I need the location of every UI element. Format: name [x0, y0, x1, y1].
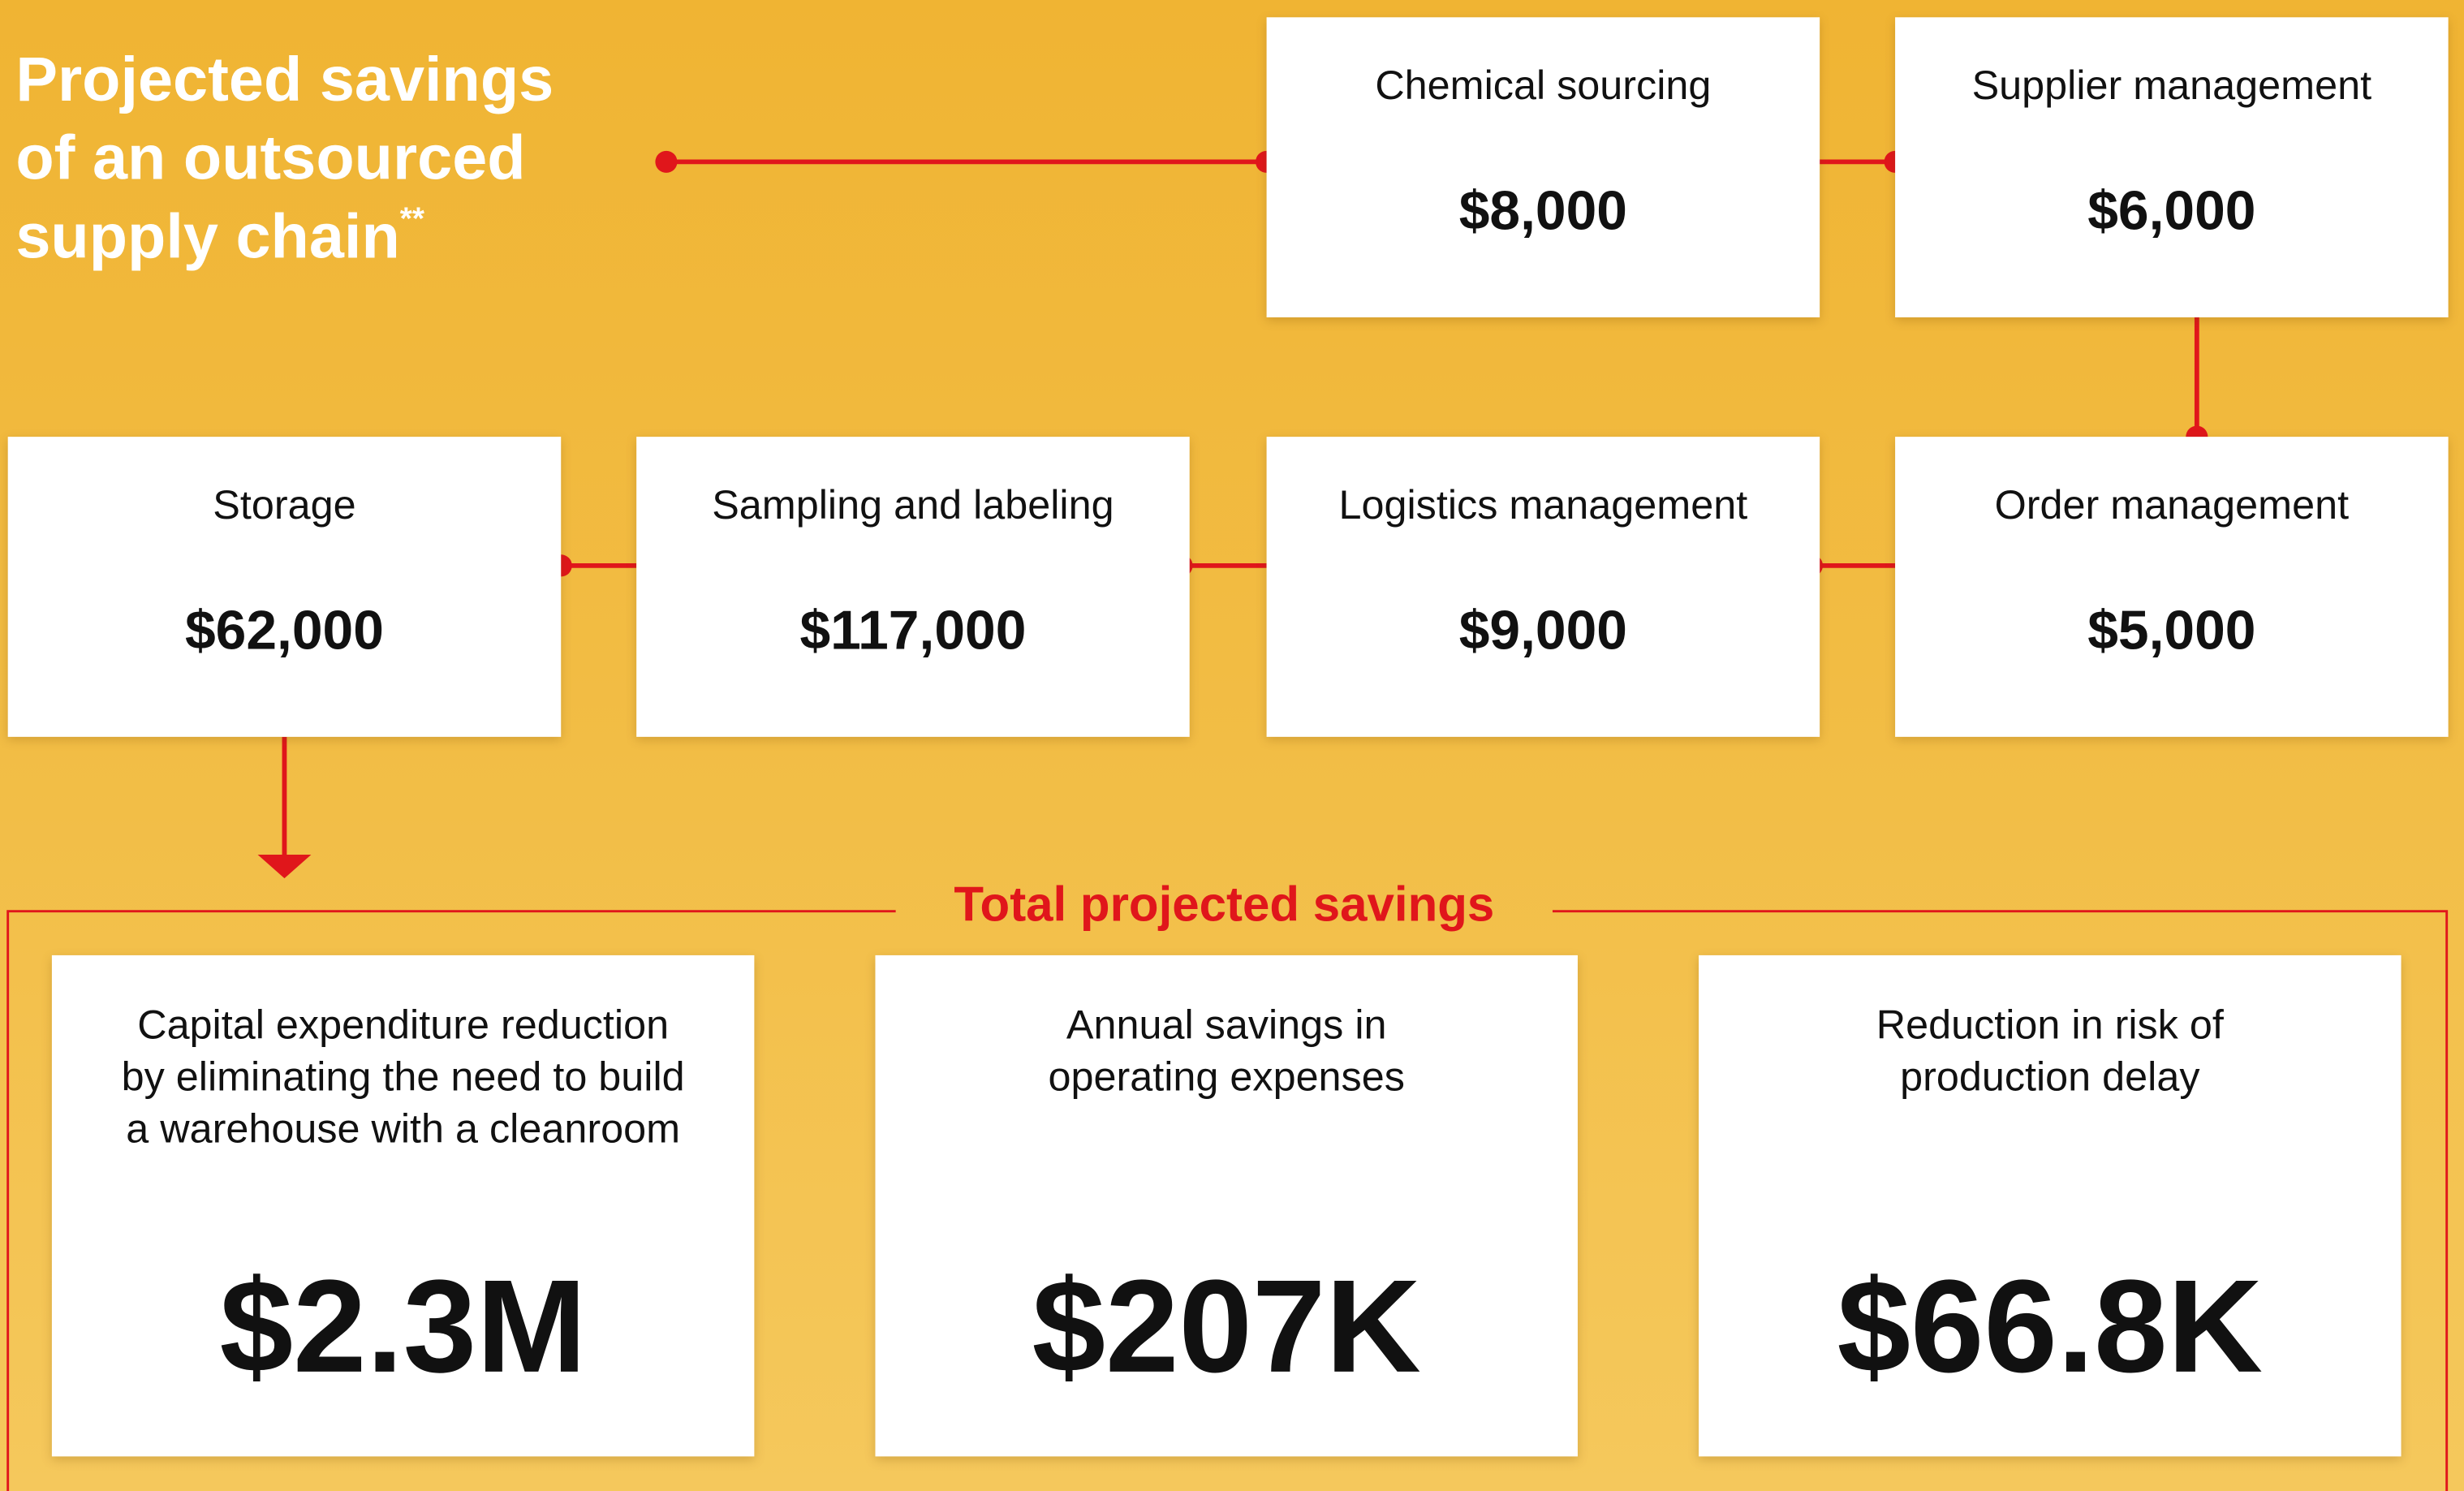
total-box: Capital expenditure reduction by elimina…	[51, 954, 755, 1457]
step-box: Sampling and labeling $117,000	[636, 437, 1190, 737]
total-box: Reduction in risk of production delay $6…	[1699, 954, 2402, 1457]
step-box: Storage $62,000	[7, 437, 562, 737]
total-value: $66.8K	[1837, 1252, 2264, 1400]
title-line: Projected savings	[15, 45, 554, 115]
total-label: Annual savings in operating expenses	[1048, 1001, 1405, 1101]
step-value: $9,000	[1458, 600, 1628, 661]
step-label: Logistics management	[1338, 480, 1748, 528]
total-value: $2.3M	[219, 1252, 587, 1400]
total-label: Capital expenditure reduction by elimina…	[121, 1001, 685, 1152]
title-line: supply chain**	[15, 198, 554, 277]
step-value: $117,000	[799, 600, 1027, 661]
total-value: $207K	[1032, 1252, 1421, 1400]
frame	[1552, 910, 2449, 1491]
step-box: Chemical sourcing $8,000	[1266, 17, 1820, 318]
step-label: Storage	[213, 480, 356, 528]
arrowhead	[257, 855, 312, 879]
total-box: Annual savings in operating expenses $20…	[875, 954, 1578, 1457]
step-value: $6,000	[2087, 180, 2256, 243]
title-note: **	[399, 202, 424, 238]
dot	[655, 150, 678, 173]
title: Projected savings of an outsourced suppl…	[15, 41, 554, 276]
step-box: Logistics management $9,000	[1266, 437, 1820, 737]
title-line: of an outsourced	[15, 123, 526, 194]
step-value: $8,000	[1458, 180, 1628, 243]
title-line-text: supply chain	[15, 202, 400, 272]
step-label: Sampling and labeling	[712, 480, 1114, 528]
total-label: Reduction in risk of production delay	[1876, 1001, 2224, 1101]
totals-title: Total projected savings	[954, 877, 1495, 932]
step-value: $62,000	[184, 600, 384, 661]
step-box: Supplier management $6,000	[1895, 17, 2449, 318]
step-label: Chemical sourcing	[1375, 61, 1712, 109]
step-value: $5,000	[2087, 600, 2256, 661]
step-label: Supplier management	[1971, 61, 2372, 109]
step-box: Order management $5,000	[1895, 437, 2449, 737]
step-label: Order management	[1994, 480, 2350, 528]
frame	[6, 910, 896, 1491]
